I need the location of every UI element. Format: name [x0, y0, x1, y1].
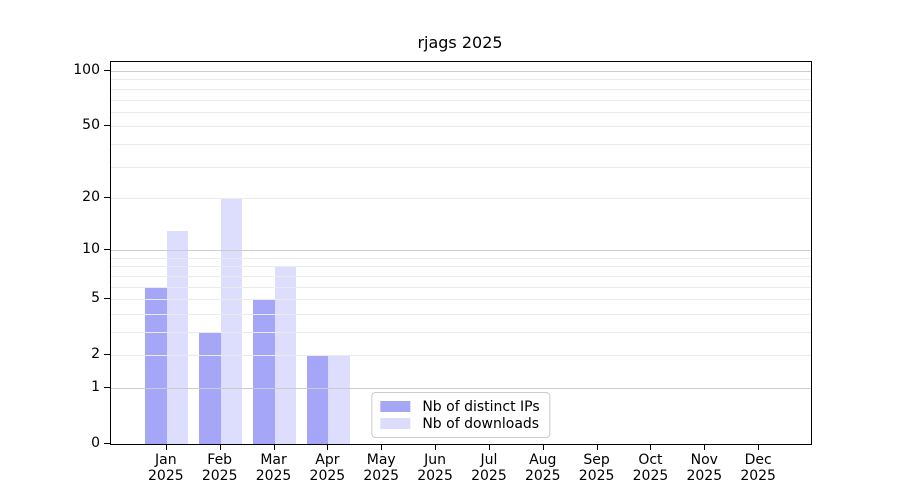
x-tick-label-jan: Jan 2025: [148, 452, 184, 484]
y-tick-mark: [104, 70, 110, 72]
x-tick-label-nov: Nov 2025: [686, 452, 723, 484]
major-gridline: [111, 387, 811, 389]
major-gridline: [111, 250, 811, 252]
x-tick-label-sep: Sep 2025: [578, 452, 615, 484]
y-tick-mark: [104, 125, 110, 127]
bar-nb-of-downloads-apr: [328, 355, 350, 444]
y-tick-label: 50: [82, 117, 100, 134]
y-tick-mark: [104, 386, 110, 388]
y-tick-mark: [104, 443, 110, 444]
y-tick-label: 10: [82, 241, 100, 258]
bar-nb-of-downloads-mar: [274, 266, 297, 444]
minor-gridline: [111, 126, 811, 128]
legend-item-distinct-ips: Nb of distinct IPs: [380, 398, 540, 415]
x-tick-mark: [704, 444, 706, 450]
minor-gridline: [111, 286, 811, 288]
y-tick-mark: [104, 196, 110, 198]
legend-label-distinct-ips: Nb of distinct IPs: [422, 398, 540, 415]
x-tick-mark: [758, 444, 760, 450]
minor-gridline: [111, 275, 811, 277]
y-tick-label: 1: [91, 378, 100, 395]
x-tick-mark: [219, 444, 221, 450]
minor-gridline: [111, 331, 811, 333]
x-tick-mark: [650, 444, 652, 450]
y-tick-label: 5: [91, 290, 100, 307]
y-tick-mark: [104, 249, 110, 251]
x-tick-mark: [542, 444, 544, 450]
bar-nb-of-downloads-jan: [166, 230, 189, 444]
x-tick-label-jun: Jun 2025: [417, 452, 453, 484]
minor-gridline: [111, 299, 811, 301]
y-tick-label: 20: [82, 188, 100, 205]
legend-label-downloads: Nb of downloads: [422, 415, 540, 432]
x-tick-mark: [165, 444, 167, 450]
x-tick-mark: [327, 444, 329, 450]
minor-gridline: [111, 99, 811, 101]
minor-gridline: [111, 143, 811, 145]
minor-gridline: [111, 313, 811, 315]
chart-title: rjags 2025: [417, 33, 503, 52]
x-tick-mark: [488, 444, 490, 450]
bar-nb-of-distinct-ips-jan: [145, 286, 167, 444]
bar-nb-of-distinct-ips-mar: [253, 299, 275, 444]
major-gridline: [111, 71, 811, 73]
legend-swatch-downloads: [380, 418, 411, 429]
y-tick-label: 100: [73, 62, 100, 79]
x-tick-label-dec: Dec 2025: [740, 452, 776, 484]
x-tick-label-feb: Feb 2025: [201, 452, 238, 484]
y-tick-label: 0: [91, 435, 100, 451]
x-tick-mark: [596, 444, 598, 450]
x-tick-mark: [435, 444, 437, 450]
minor-gridline: [111, 355, 811, 357]
x-tick-label-apr: Apr 2025: [309, 452, 346, 484]
x-tick-label-oct: Oct 2025: [632, 452, 669, 484]
y-tick-mark: [104, 354, 110, 356]
legend: Nb of distinct IPs Nb of downloads: [371, 392, 551, 438]
x-tick-mark: [381, 444, 383, 450]
minor-gridline: [111, 88, 811, 90]
bar-nb-of-distinct-ips-apr: [306, 355, 329, 444]
x-tick-mark: [273, 444, 275, 450]
x-tick-label-jul: Jul 2025: [471, 452, 507, 484]
x-tick-label-may: May 2025: [363, 452, 400, 484]
minor-gridline: [111, 197, 811, 199]
x-tick-label-aug: Aug 2025: [524, 452, 561, 484]
y-tick-label: 2: [91, 346, 100, 363]
minor-gridline: [111, 111, 811, 113]
minor-gridline: [111, 79, 811, 81]
bar-nb-of-distinct-ips-feb: [199, 331, 221, 444]
minor-gridline: [111, 166, 811, 168]
x-tick-label-mar: Mar 2025: [255, 452, 292, 484]
legend-item-downloads: Nb of downloads: [380, 415, 539, 432]
minor-gridline: [111, 257, 811, 259]
bar-nb-of-downloads-feb: [220, 197, 243, 444]
y-tick-mark: [104, 298, 110, 300]
plot-area: Nb of distinct IPs Nb of downloads: [110, 61, 812, 445]
minor-gridline: [111, 266, 811, 268]
legend-swatch-distinct-ips: [380, 401, 411, 412]
